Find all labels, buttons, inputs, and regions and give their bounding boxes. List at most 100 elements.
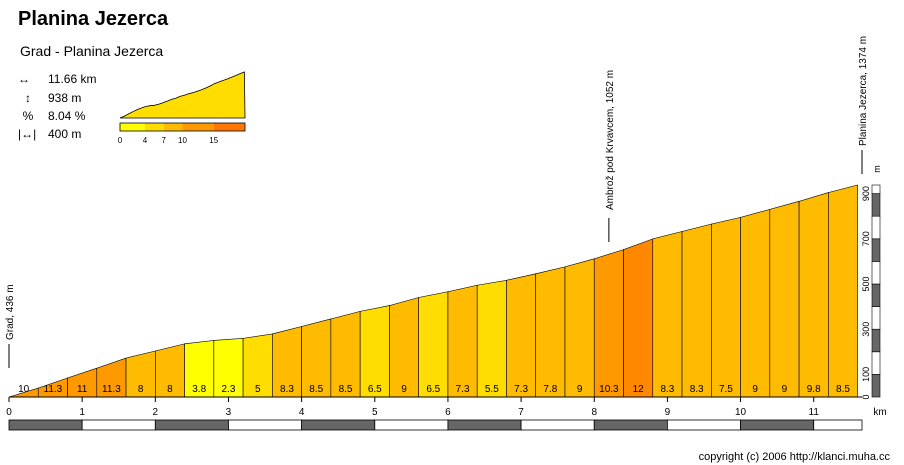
km-scale-block <box>593 419 668 431</box>
y-tick-label: 300 <box>861 322 871 337</box>
grade-legend-tick: 0 <box>118 136 123 145</box>
segment-grade-label: 8 <box>167 384 173 395</box>
segment-grade-label: 8.3 <box>690 384 704 395</box>
stat-distance: ↔ 11.66 km <box>18 72 96 86</box>
y-tick-label: 100 <box>861 367 871 382</box>
stat-elevation: ↕ 938 m <box>18 91 81 105</box>
segment-grade-label: 8.5 <box>836 384 850 395</box>
km-scale-block <box>447 419 522 431</box>
grade-legend-tick: 10 <box>178 136 187 145</box>
stat-segment-value: 400 m <box>48 127 82 141</box>
km-scale-block <box>228 419 303 431</box>
km-scale-block <box>813 419 863 431</box>
m-scale-block <box>871 238 881 262</box>
y-tick-label: 900 <box>861 186 871 201</box>
y-tick-label: 500 <box>861 276 871 291</box>
copyright-text: copyright (c) 2006 http://klanci.muha.cc <box>698 451 890 463</box>
mini-profile-area <box>119 71 246 119</box>
segment-grade-label: 9 <box>782 384 788 395</box>
grade-legend-swatch <box>145 123 164 131</box>
segment-grade-label: 2.3 <box>222 384 236 395</box>
segment-grade-label: 8.3 <box>660 384 674 395</box>
grade-legend-tick: 7 <box>162 136 167 145</box>
m-scale-block <box>871 374 881 398</box>
annotation-label: Planina Jezerca, 1374 m <box>858 36 869 146</box>
segment-grade-label: 8.5 <box>339 384 353 395</box>
segment-grade-label: 9 <box>577 384 583 395</box>
km-scale-block <box>374 419 449 431</box>
segment-bar <box>652 231 683 398</box>
segment-grade-label: 3.8 <box>192 384 206 395</box>
segment-bar <box>681 223 712 398</box>
segment-bar <box>476 279 507 398</box>
segment-grade-label: 5 <box>255 384 261 395</box>
m-scale-block <box>871 351 881 375</box>
m-scale-block <box>871 328 881 353</box>
y-tick-label: 0 <box>861 394 871 399</box>
segment-grade-label: 10 <box>18 384 30 395</box>
m-scale-block <box>871 193 881 217</box>
segment-grade-label: 10.3 <box>599 384 619 395</box>
segment-bar <box>710 217 741 398</box>
x-tick-label: 11 <box>809 407 820 418</box>
stat-distance-value: 11.66 km <box>48 72 97 86</box>
distance-arrows-icon: ↔ <box>18 72 30 86</box>
stat-grade-value: 8.04 % <box>48 109 86 123</box>
segment-bar <box>535 266 566 398</box>
km-scale-block <box>667 419 741 431</box>
km-scale-block <box>8 419 83 431</box>
m-scale-block <box>871 283 881 307</box>
elevation-arrows-icon: ↕ <box>25 91 31 105</box>
segment-grade-label: 12 <box>633 384 645 395</box>
x-axis-label: km <box>873 407 886 418</box>
grade-legend-swatch <box>163 123 183 131</box>
x-tick-label: 8 <box>591 407 597 418</box>
x-tick-label: 0 <box>6 407 12 418</box>
x-tick-label: 2 <box>153 407 159 418</box>
segment-grade-label: 9 <box>752 384 758 395</box>
km-scale-block <box>520 419 595 431</box>
segment-grade-label: 5.5 <box>485 384 499 395</box>
km-scale-block <box>154 419 229 431</box>
segment-bar <box>798 192 829 398</box>
segment-bar <box>389 297 419 398</box>
m-scale-block <box>871 184 881 194</box>
annotation-label: Ambrož pod Krvavcem, 1052 m <box>605 70 616 210</box>
x-tick-label: 5 <box>372 407 378 418</box>
stat-grade: % 8.04 % <box>18 109 86 123</box>
m-scale-block <box>871 215 881 240</box>
segment-grade-label: 7.3 <box>514 384 528 395</box>
km-scale-block <box>301 419 376 431</box>
segment-grade-label: 11 <box>77 384 88 395</box>
m-scale-block <box>871 261 881 285</box>
grade-legend-swatch <box>182 123 214 131</box>
segment-grade-label: 8.5 <box>309 384 323 395</box>
segment-bar <box>506 273 537 398</box>
segment-grade-label: 8 <box>138 384 144 395</box>
grade-legend-swatch <box>120 123 145 131</box>
segment-grade-label: 11.3 <box>44 384 63 395</box>
segment-bar <box>418 291 449 398</box>
segment-length-icon: |↔| <box>18 127 37 141</box>
km-scale-block <box>81 419 156 431</box>
segment-bar <box>593 249 624 398</box>
segment-bar <box>447 284 478 398</box>
x-tick-label: 1 <box>79 407 85 418</box>
x-tick-label: 3 <box>226 407 232 418</box>
segment-bar <box>769 200 800 398</box>
x-tick-label: 9 <box>665 407 671 418</box>
segment-grade-label: 6.5 <box>368 384 382 395</box>
stat-segment: |↔| 400 m <box>18 127 81 141</box>
y-tick-label: 700 <box>861 231 871 246</box>
grade-legend-swatch <box>213 123 245 131</box>
percent-icon: % <box>22 109 34 123</box>
segment-grade-label: 9.8 <box>807 384 821 395</box>
x-tick-label: 4 <box>299 407 305 418</box>
segment-bar <box>740 208 771 398</box>
page-title: Planina Jezerca <box>18 8 169 30</box>
segment-grade-label: 7.5 <box>719 384 733 395</box>
grade-legend-frame <box>119 122 246 132</box>
km-scale-block <box>740 419 815 431</box>
x-tick-label: 6 <box>445 407 451 418</box>
